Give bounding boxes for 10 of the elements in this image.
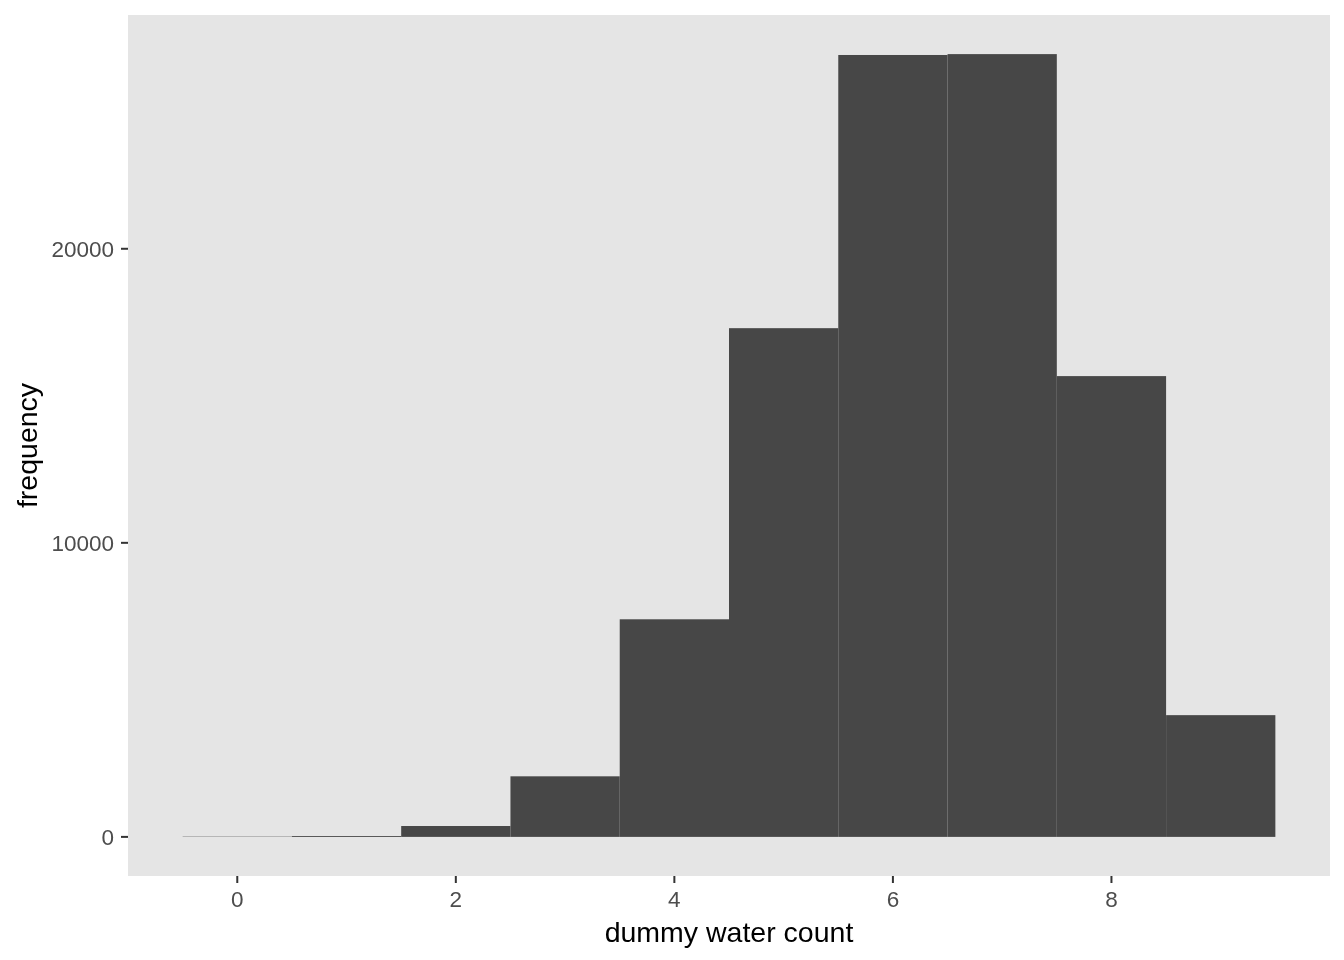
y-axis-title: frequency xyxy=(11,382,43,509)
x-tick-label: 6 xyxy=(886,887,900,912)
y-tick-label: 10000 xyxy=(51,530,114,556)
x-tick-label: 0 xyxy=(231,887,244,912)
x-tick-label: 8 xyxy=(1105,887,1118,912)
x-axis-title: dummy water count xyxy=(604,916,854,948)
y-tick-label: 20000 xyxy=(51,236,114,262)
x-tick-label: 2 xyxy=(449,887,463,912)
y-tick-label: 0 xyxy=(101,824,114,850)
x-tick-label: 4 xyxy=(668,887,681,912)
